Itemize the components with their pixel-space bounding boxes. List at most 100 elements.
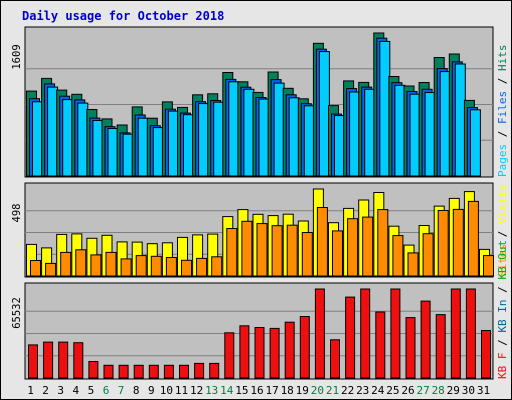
- day-label: 17: [265, 384, 278, 397]
- bar-sites: [407, 252, 419, 277]
- legend-separator: /: [496, 124, 509, 144]
- bar-sites: [422, 233, 434, 277]
- bar-sites: [316, 207, 328, 277]
- bar-sites: [165, 257, 177, 277]
- bar-pages: [454, 63, 466, 177]
- bar-pages: [303, 105, 315, 177]
- bar-pages: [152, 127, 164, 177]
- bar-sites: [196, 257, 208, 277]
- day-label: 18: [281, 384, 294, 397]
- bar-pages: [424, 92, 436, 177]
- bar-pages: [92, 120, 104, 177]
- chart-title: Daily usage for October 2018: [22, 9, 224, 23]
- legend-separator: /: [496, 280, 509, 300]
- bar-kb-f: [43, 341, 54, 379]
- legend: Sites / Visits: [496, 184, 509, 277]
- bar-sites: [120, 258, 132, 277]
- day-label: 9: [148, 384, 155, 397]
- bar-kb-f: [28, 344, 38, 379]
- legend-entry: KB Out: [496, 240, 509, 280]
- panel-hits-files-pages: 1609 Pages / Files / Hits: [11, 26, 509, 178]
- bar-sites: [392, 235, 404, 277]
- bar-kb-f: [314, 288, 325, 379]
- bar-pages: [439, 71, 451, 177]
- bar-pages: [62, 99, 74, 177]
- bar-kb-f: [179, 364, 189, 379]
- bar-kb-f: [209, 362, 220, 379]
- bar-kb-f: [103, 364, 114, 379]
- bar-sites: [467, 200, 479, 277]
- bar-kb-f: [269, 327, 280, 379]
- legend-entry: Pages: [496, 144, 509, 177]
- bar-kb-f: [481, 330, 491, 379]
- ymax-label: 65532: [11, 297, 23, 329]
- bar-kb-f: [360, 288, 371, 379]
- bar-pages: [122, 133, 134, 177]
- day-label: 26: [401, 384, 414, 397]
- legend-entry: Visits: [496, 184, 509, 224]
- bar-sites: [256, 223, 268, 277]
- day-label: 10: [160, 384, 173, 397]
- bar-pages: [394, 84, 406, 177]
- bar-sites: [301, 232, 313, 277]
- bar-kb-f: [284, 321, 295, 379]
- bar-pages: [228, 81, 240, 177]
- bar-kb-f: [88, 361, 99, 379]
- bar-pages: [107, 128, 119, 177]
- bar-sites: [150, 255, 162, 277]
- day-label: 6: [103, 384, 110, 397]
- bar-pages: [288, 97, 300, 177]
- legend-entry: KB In: [496, 300, 509, 333]
- day-label: 27: [416, 384, 429, 397]
- bar-kb-f: [420, 300, 431, 379]
- day-label: 1: [27, 384, 34, 397]
- bar-pages: [273, 82, 285, 177]
- bar-sites: [347, 218, 359, 277]
- bar-pages: [409, 93, 421, 177]
- bar-kb-f: [375, 311, 386, 379]
- bar-sites: [105, 251, 117, 277]
- bar-pages: [349, 91, 361, 177]
- bar-kb-f: [345, 296, 356, 379]
- bar-pages: [183, 114, 194, 177]
- day-label: 11: [175, 384, 188, 397]
- bar-kb-f: [58, 341, 69, 379]
- day-label: 20: [311, 384, 324, 397]
- bar-kb-f: [194, 362, 205, 379]
- bar-sites: [60, 251, 72, 277]
- bar-sites: [75, 249, 87, 277]
- day-label: 8: [133, 384, 140, 397]
- day-label: 14: [220, 384, 234, 397]
- bar-sites: [30, 260, 41, 277]
- bar-sites: [211, 256, 223, 277]
- bar-sites: [181, 259, 192, 277]
- legend-separator: /: [496, 71, 509, 91]
- day-label: 7: [118, 384, 125, 397]
- day-label: 12: [190, 384, 203, 397]
- legend-entry: Sites: [496, 244, 509, 277]
- bar-sites: [45, 262, 57, 277]
- legend-entry: KB F: [496, 353, 509, 380]
- bar-kb-f: [118, 364, 129, 379]
- ymax-label: 1609: [11, 44, 23, 69]
- bar-kb-f: [330, 339, 340, 379]
- bar-pages: [167, 110, 179, 177]
- bar-sites: [452, 208, 464, 277]
- bar-sites: [362, 216, 374, 277]
- bar-pages: [198, 103, 210, 177]
- bar-kb-f: [390, 288, 401, 379]
- day-label: 24: [371, 384, 385, 397]
- bar-kb-f: [163, 364, 174, 379]
- day-label: 29: [447, 384, 460, 397]
- day-label: 16: [250, 384, 263, 397]
- day-label: 19: [296, 384, 309, 397]
- bar-kb-f: [299, 316, 310, 379]
- day-label: 31: [477, 384, 490, 397]
- bar-pages: [258, 98, 270, 177]
- day-label: 3: [57, 384, 64, 397]
- bar-sites: [377, 209, 389, 277]
- day-label: 15: [235, 384, 248, 397]
- legend-separator: /: [496, 224, 509, 244]
